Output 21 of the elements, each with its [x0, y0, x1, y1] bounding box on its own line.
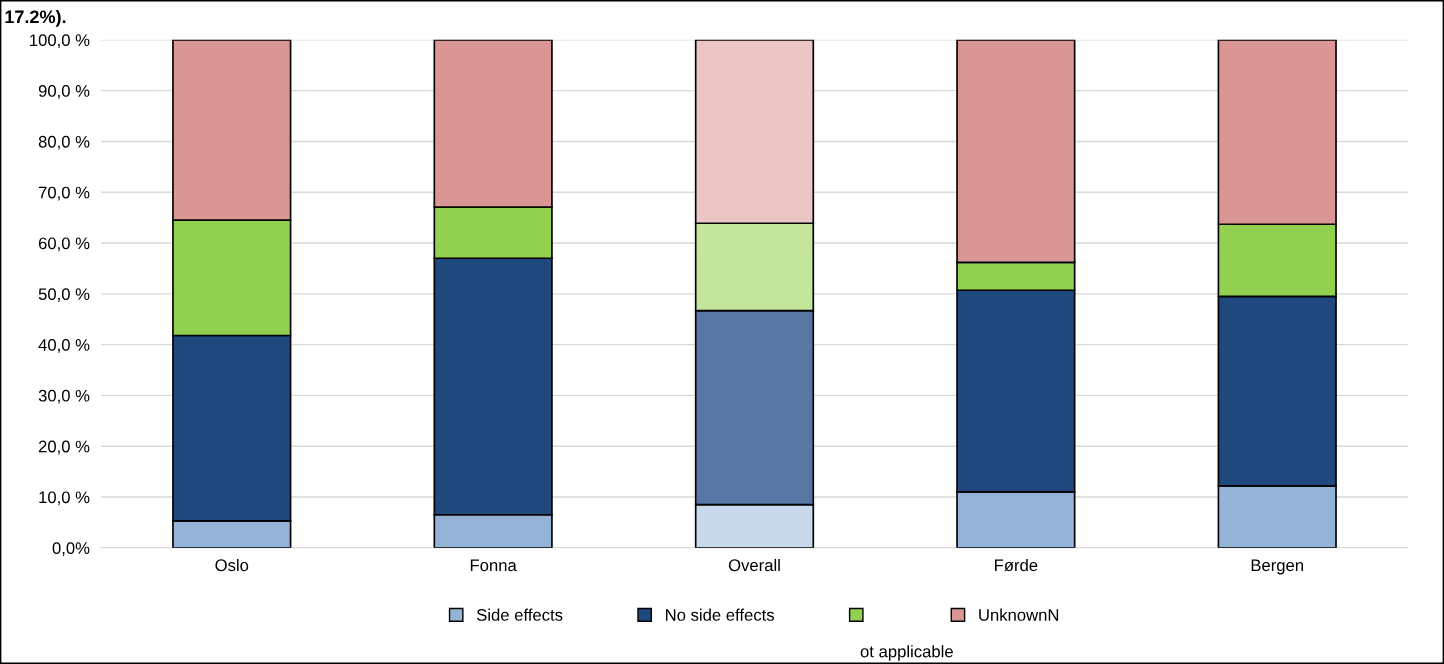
text: 17.2%).: [5, 9, 66, 27]
y-tick-label: 10,0 %: [39, 491, 90, 506]
y-tick-label: 70,0 %: [38, 186, 90, 201]
y-tick-label: 80,0 %: [38, 135, 90, 150]
legend-label: UnknownN: [979, 608, 1059, 621]
x-tick-label: Overall: [728, 558, 780, 572]
y-tick-label: 0,0%: [52, 542, 90, 556]
y-tick-label: 20,0 %: [38, 440, 90, 455]
y-tick-label: 50,0 %: [38, 288, 90, 302]
legend-label: No side effects: [666, 608, 774, 621]
y-tick-label: 90,0 %: [38, 85, 90, 99]
x-tick-label: Førde: [995, 558, 1038, 572]
x-tick-label: Bergen: [1251, 559, 1304, 575]
y-tick-label: 30,0 %: [38, 389, 90, 404]
legend-label: Side effects: [476, 608, 563, 621]
text: ot applicable: [860, 645, 953, 661]
x-tick-label: Oslo: [215, 558, 249, 572]
x-tick-label: Fonna: [470, 559, 517, 572]
y-tick-label: 40,0 %: [38, 339, 90, 353]
y-tick-label: 100,0 %: [30, 34, 90, 49]
y-tick-label: 60,0 %: [38, 237, 90, 252]
